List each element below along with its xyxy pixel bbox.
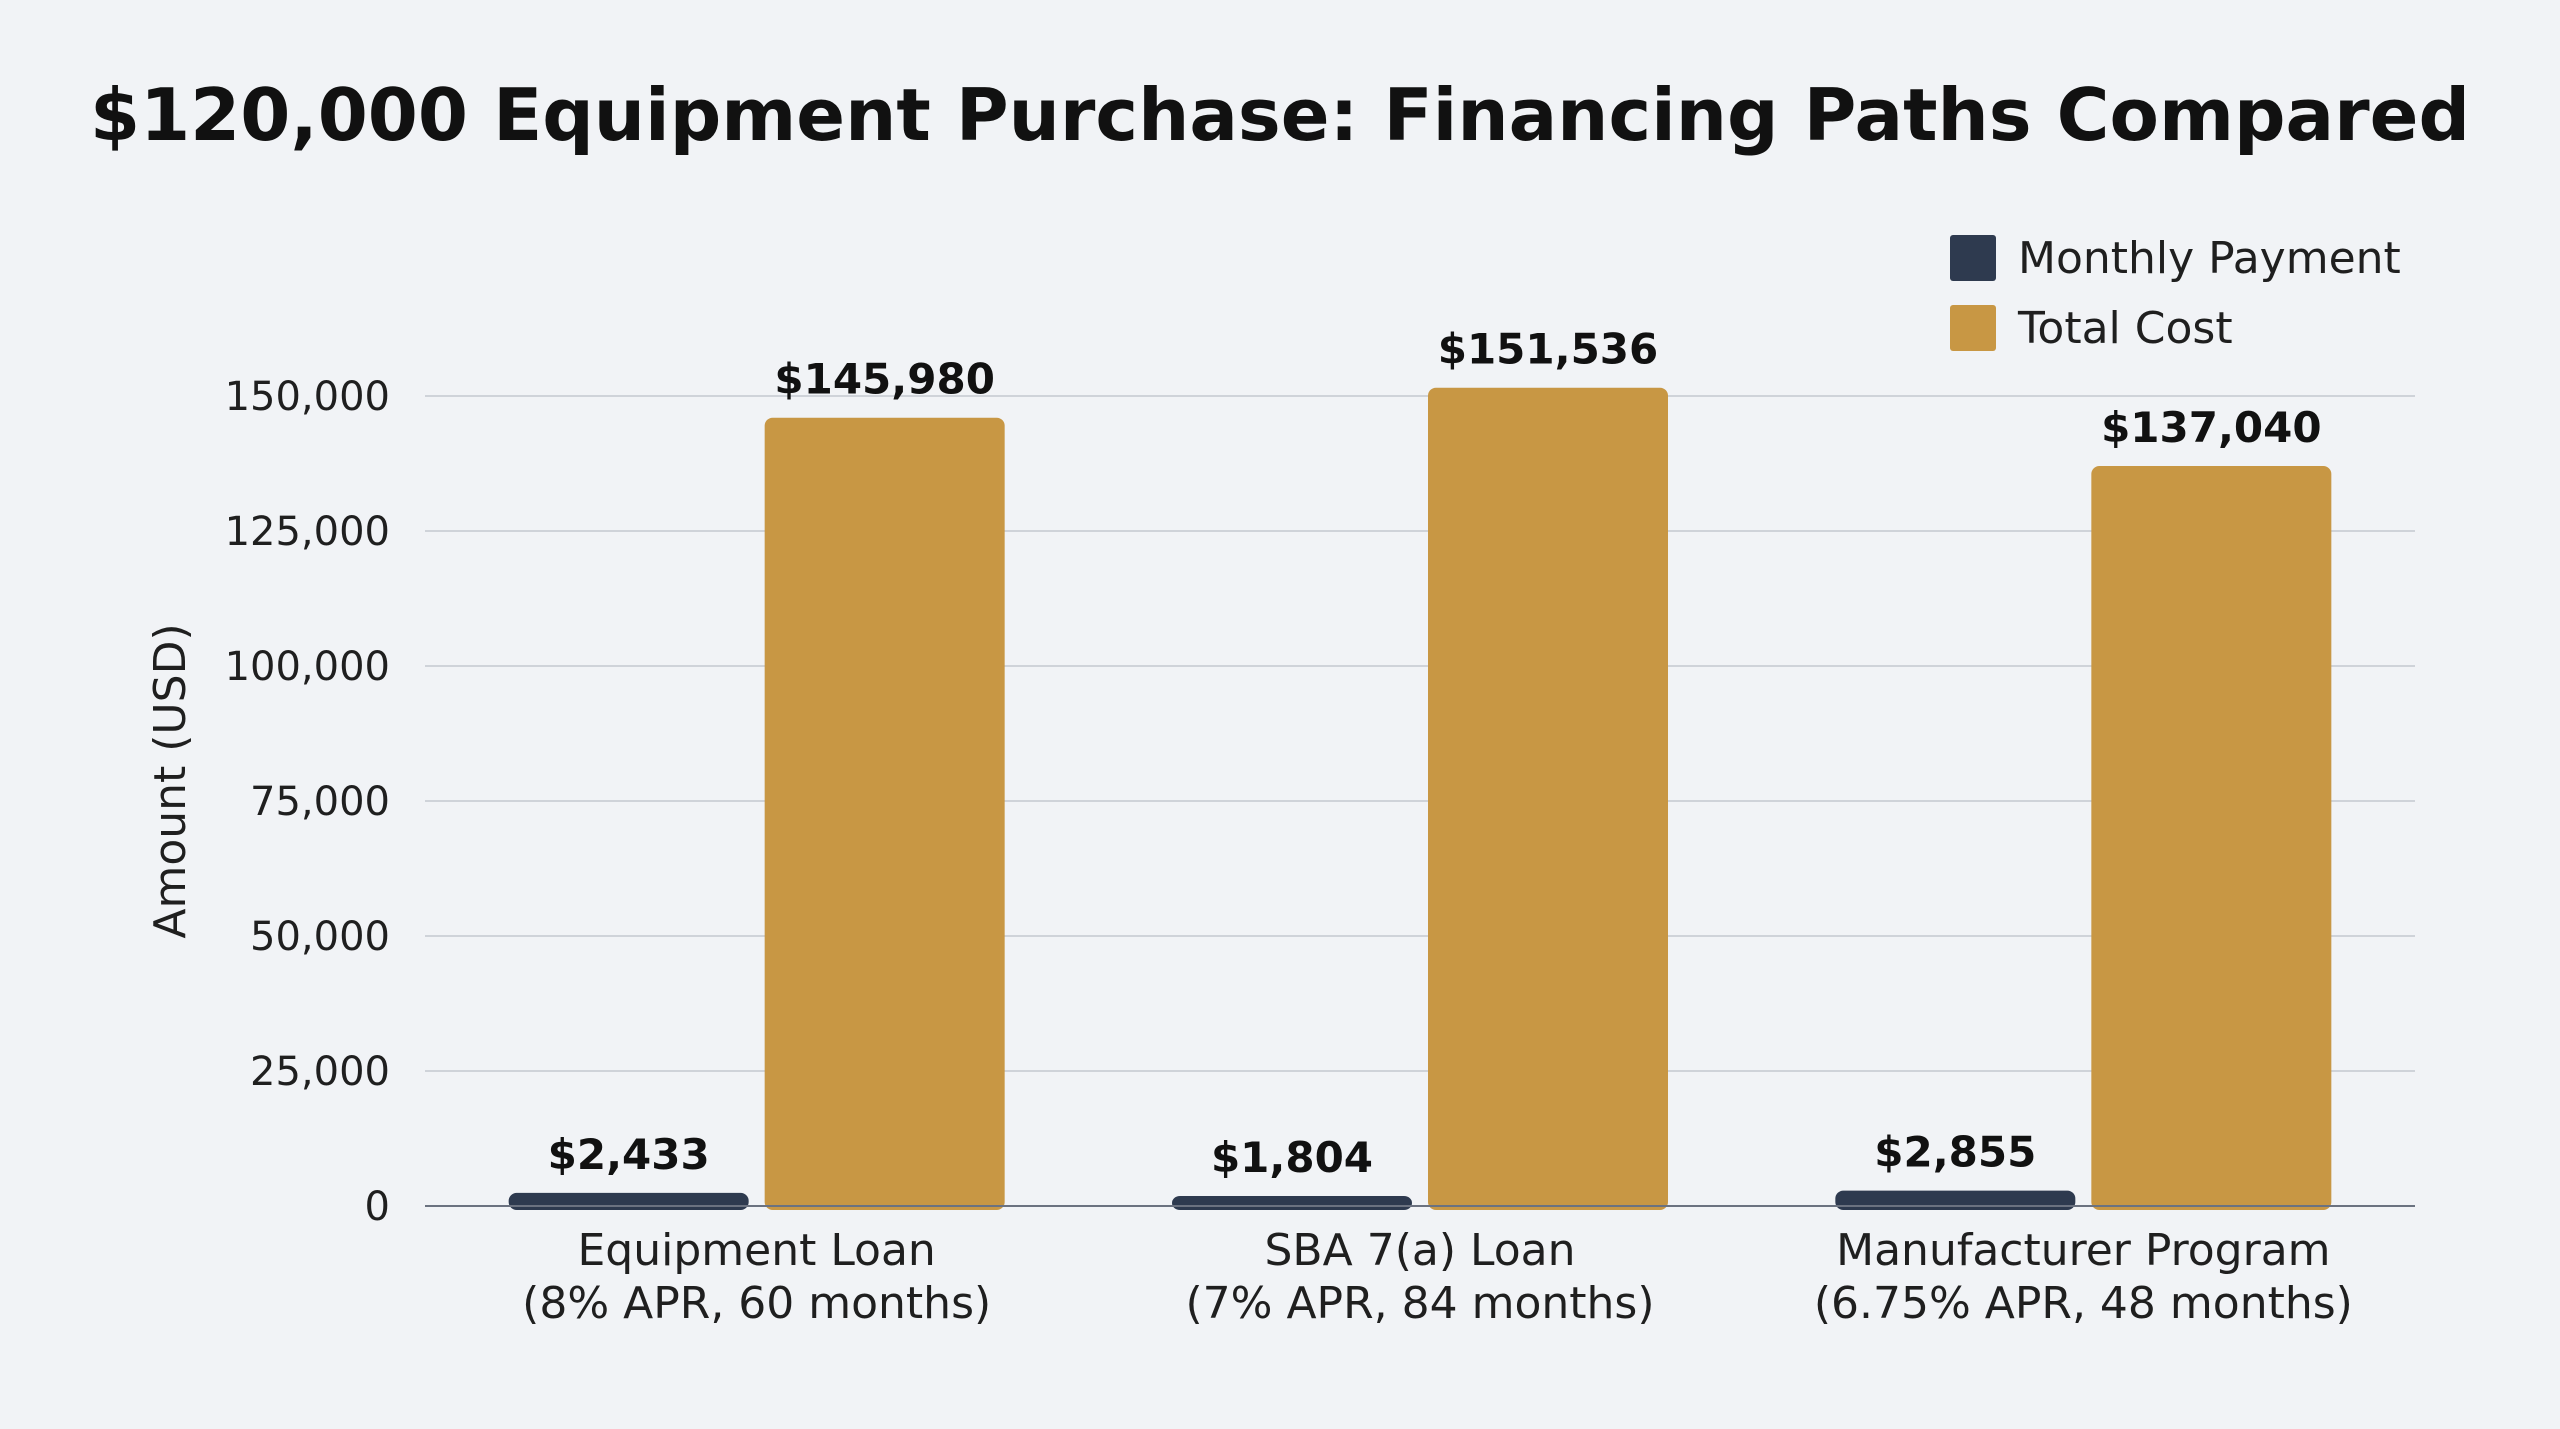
grid-layer (425, 395, 2415, 1072)
legend-layer: Monthly Payment Total Cost (1950, 233, 2401, 354)
data-label: $145,980 (774, 355, 995, 404)
legend-swatch (1950, 305, 1996, 351)
x-category-label: Equipment Loan (577, 1225, 935, 1276)
x-category-label: (7% APR, 84 months) (1185, 1278, 1654, 1329)
y-tick-label: 25,000 (250, 1049, 390, 1095)
labels-layer: $2,433 $145,980 $1,804 $151,536 $2,855 $137,0… (548, 325, 2322, 1182)
axis-layer: 0 25,000 50,000 75,000 100,000 125,000 150,000… (145, 374, 2415, 1329)
legend-label: Total Cost (2017, 303, 2233, 354)
y-tick-label: 0 (365, 1184, 390, 1230)
x-category-label: (6.75% APR, 48 months) (1814, 1278, 2353, 1329)
y-tick-label: 50,000 (250, 914, 390, 960)
y-tick-label: 75,000 (250, 779, 390, 825)
data-label: $2,433 (548, 1130, 710, 1179)
bar-total-cost (764, 417, 1005, 1210)
x-category-label: SBA 7(a) Loan (1265, 1225, 1576, 1276)
bar-monthly-payment (508, 1192, 749, 1210)
y-tick-label: 125,000 (225, 509, 390, 555)
bar-total-cost (2091, 465, 2332, 1210)
bars-layer (508, 387, 2332, 1211)
data-label: $137,040 (2101, 403, 2322, 452)
y-axis-label: Amount (USD) (145, 623, 196, 938)
chart-title: $120,000 Equipment Purchase: Financing P… (90, 73, 2470, 157)
data-label: $2,855 (1874, 1128, 2036, 1177)
data-label: $1,804 (1211, 1133, 1373, 1182)
bar-monthly-payment (1172, 1196, 1412, 1210)
x-category-label: Manufacturer Program (1836, 1225, 2330, 1276)
bar-monthly-payment (1835, 1190, 2076, 1210)
legend-label: Monthly Payment (2018, 233, 2401, 284)
x-category-label: (8% APR, 60 months) (522, 1278, 991, 1329)
legend-swatch (1950, 235, 1996, 281)
bar-total-cost (1428, 387, 1668, 1211)
data-label: $151,536 (1438, 325, 1659, 374)
y-tick-label: 150,000 (225, 374, 390, 420)
y-tick-label: 100,000 (225, 644, 390, 690)
